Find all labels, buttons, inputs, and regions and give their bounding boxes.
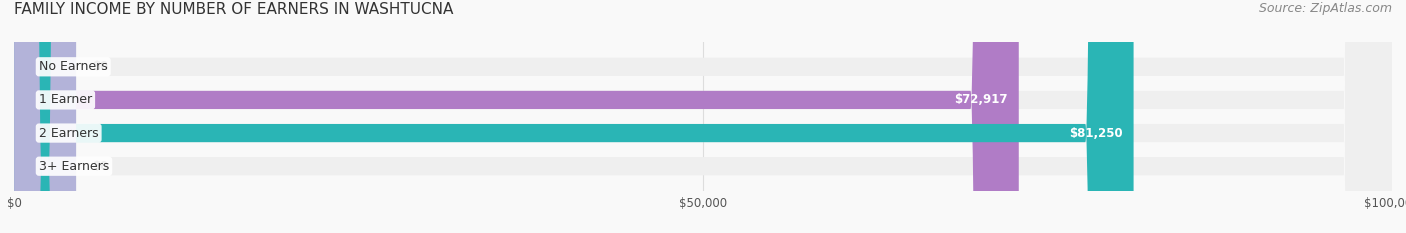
Text: Source: ZipAtlas.com: Source: ZipAtlas.com <box>1258 2 1392 15</box>
Text: $72,917: $72,917 <box>955 93 1008 106</box>
FancyBboxPatch shape <box>14 0 1392 233</box>
FancyBboxPatch shape <box>14 0 1133 233</box>
FancyBboxPatch shape <box>14 0 1019 233</box>
Text: 2 Earners: 2 Earners <box>39 127 98 140</box>
Text: 3+ Earners: 3+ Earners <box>39 160 110 173</box>
Text: No Earners: No Earners <box>39 60 108 73</box>
Text: 1 Earner: 1 Earner <box>39 93 91 106</box>
FancyBboxPatch shape <box>14 0 1392 233</box>
FancyBboxPatch shape <box>14 0 76 233</box>
Text: $81,250: $81,250 <box>1069 127 1122 140</box>
Text: $0: $0 <box>93 60 108 73</box>
FancyBboxPatch shape <box>14 0 1392 233</box>
FancyBboxPatch shape <box>14 0 76 233</box>
Text: $0: $0 <box>93 160 108 173</box>
Text: FAMILY INCOME BY NUMBER OF EARNERS IN WASHTUCNA: FAMILY INCOME BY NUMBER OF EARNERS IN WA… <box>14 2 453 17</box>
FancyBboxPatch shape <box>14 0 1392 233</box>
